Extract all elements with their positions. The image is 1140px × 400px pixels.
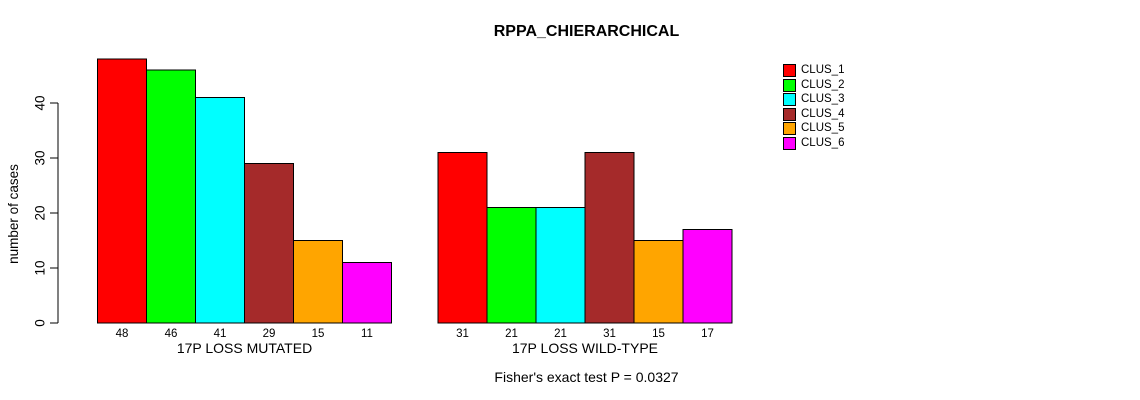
bar-clus_1 [96,58,148,324]
legend-swatch-icon [783,78,796,92]
legend-label: CLUS_2 [801,78,845,91]
legend-swatch-icon [783,122,796,135]
legend-label: CLUS_3 [801,93,845,105]
bar-clus_5 [292,239,344,324]
legend-label: CLUS_1 [801,64,845,76]
legend-label: CLUS_5 [801,122,845,134]
legend-swatch-icon [783,93,796,106]
legend-item: CLUS_4 [783,107,845,121]
chart-title: RPPA_CHIERARCHICAL [493,23,680,40]
bar-value-label: 11 [361,328,373,340]
bar-value-label: 21 [554,328,567,340]
legend-item: CLUS_2 [783,78,845,92]
y-axis-tick-label: 0 [33,319,48,327]
bar-value-label: 31 [456,328,469,340]
group-label: 17P LOSS MUTATED [177,340,312,356]
bar-clus_2 [486,206,537,324]
bar-value-label: 46 [165,328,178,340]
legend-item: CLUS_5 [783,122,844,135]
annotation-text: Fisher's exact test P = 0.0327 [494,369,679,385]
bar-clus_4 [243,162,295,324]
legend-item: CLUS_1 [783,64,844,77]
bar-clus_1 [437,151,488,324]
bar-value-label: 15 [652,328,665,340]
bar-value-label: 41 [214,328,227,340]
bar-value-label: 48 [116,328,129,340]
legend-swatch-icon [783,107,796,121]
legend-label: CLUS_4 [801,107,845,120]
legend: CLUS_1 CLUS_2 CLUS_3 CLUS_4 CLUS_5 CLUS_6 [783,64,844,150]
bar-clus_6 [341,261,393,324]
y-axis-tick-label: 40 [33,95,48,110]
legend-item: CLUS_3 [783,93,844,106]
bar-value-label: 29 [263,328,276,340]
bar-value-label: 17 [701,328,714,340]
bar-clus_3 [194,96,246,324]
bar-value-label: 15 [312,328,325,340]
bar-value-label: 31 [603,328,616,340]
bar-value-label: 21 [505,328,518,340]
bar-clus_3 [535,206,586,324]
bar-clus_4 [584,151,635,324]
legend-swatch-icon [783,64,796,77]
y-axis-tick-label: 30 [33,150,48,165]
bar-clus_5 [633,239,684,324]
bar-clus_6 [682,228,733,324]
legend-swatch-icon [783,136,796,150]
y-axis-tick-label: 20 [33,205,48,220]
legend-item: CLUS_6 [783,136,845,150]
legend-label: CLUS_6 [801,136,845,149]
group-label: 17P LOSS WILD-TYPE [512,340,658,356]
bar-clus_2 [145,69,197,324]
y-axis-tick-label: 10 [33,260,48,275]
